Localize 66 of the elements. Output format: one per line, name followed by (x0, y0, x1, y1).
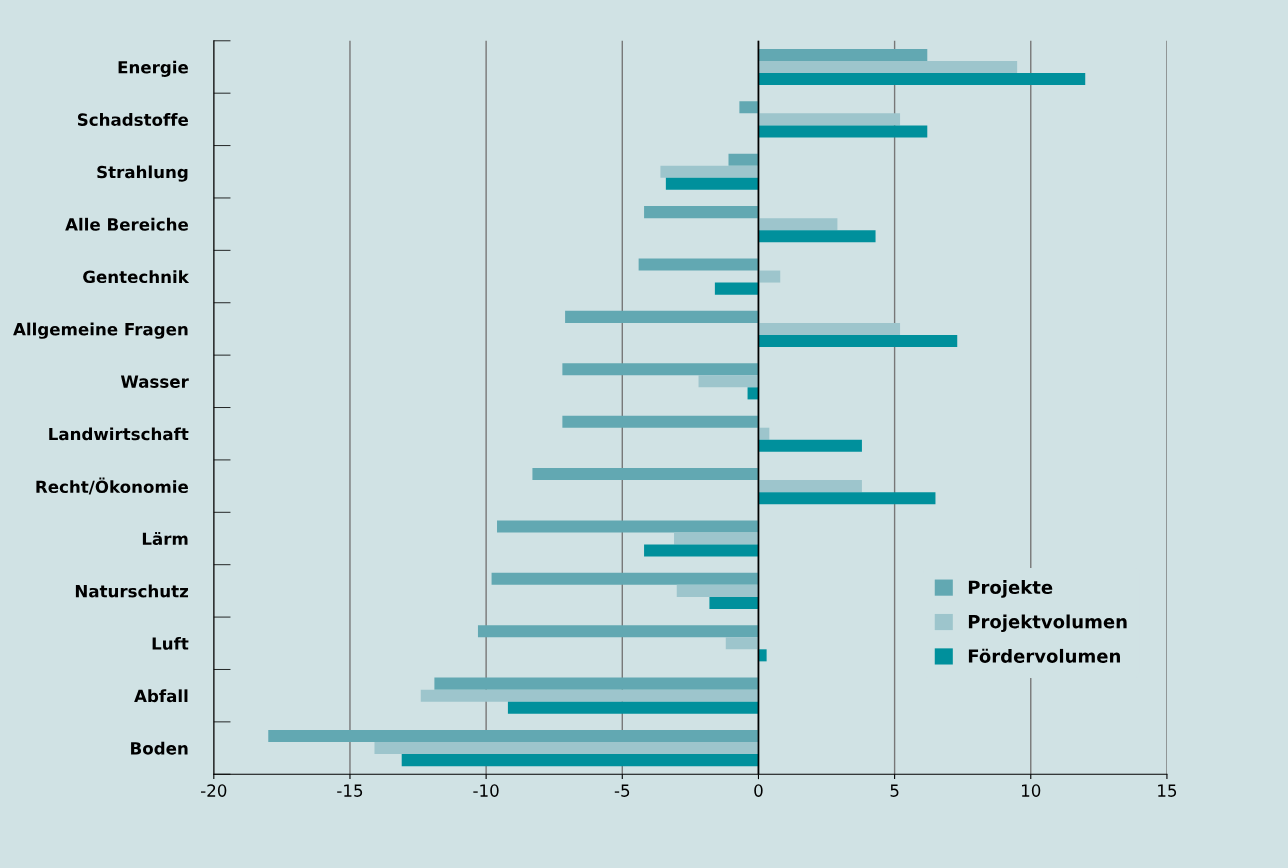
bar (758, 218, 838, 231)
bar (507, 701, 759, 714)
y-tick-label: Landwirtschaft (49, 427, 189, 441)
bar (698, 375, 759, 388)
y-tick-label: Strahlung (97, 165, 188, 182)
x-tick-label: -15 (337, 784, 363, 797)
bar (562, 415, 759, 428)
y-tick-label: Lärm (142, 531, 188, 546)
bar (491, 572, 759, 585)
bar (758, 427, 770, 440)
bar (268, 729, 759, 743)
bar (758, 439, 862, 452)
y-tick-label: Energie (118, 60, 188, 77)
y-tick-label: Recht/Ökonomie (36, 477, 188, 495)
bar (758, 322, 901, 335)
bar (374, 742, 759, 755)
y-tick-label: Luft (152, 636, 189, 650)
x-tick-label: -5 (614, 784, 630, 797)
bar (758, 480, 862, 493)
bar (758, 334, 958, 348)
legend-label: Projekte (968, 580, 1053, 598)
legend-label: Fördervolumen (968, 648, 1120, 663)
bar (638, 258, 759, 271)
bar (674, 532, 759, 545)
bar (497, 520, 759, 533)
bar (758, 113, 901, 126)
bar (758, 230, 876, 243)
bar (644, 544, 759, 557)
bar (660, 165, 759, 178)
y-tick-label: Gentechnik (83, 270, 190, 284)
bar (676, 584, 759, 597)
y-tick-label: Allgemeine Fragen (13, 322, 188, 339)
bar (477, 625, 759, 638)
y-tick-label: Schadstoffe (77, 113, 189, 126)
y-tick-label: Wasser (120, 375, 189, 388)
bar (758, 492, 936, 505)
x-tick-label: -10 (473, 784, 499, 797)
bar (565, 310, 759, 323)
bar (758, 73, 1086, 86)
bar (758, 60, 1018, 74)
bar (401, 754, 759, 767)
bar (532, 468, 759, 481)
x-tick-label: -20 (201, 784, 227, 797)
x-tick-label: 5 (890, 784, 899, 797)
bar (747, 387, 759, 400)
bar (758, 48, 928, 61)
y-tick-label: Abfall (134, 689, 188, 703)
bar (758, 270, 781, 283)
bar (728, 153, 759, 166)
bar (714, 282, 759, 295)
y-tick-label: Alle Bereiche (65, 217, 188, 231)
legend-label: Projektvolumen (968, 614, 1127, 633)
y-tick-label: Boden (131, 741, 188, 755)
x-tick-label: 0 (754, 784, 763, 797)
bar (739, 101, 759, 114)
bar (434, 677, 759, 690)
y-tick-label: Naturschutz (75, 584, 189, 598)
bar (665, 177, 759, 190)
bar (420, 689, 759, 702)
bar (644, 206, 759, 219)
x-tick-label: 15 (1158, 784, 1177, 797)
x-tick-label: 10 (1021, 784, 1041, 797)
bar (562, 363, 759, 376)
bar (709, 596, 759, 609)
bar (725, 637, 759, 650)
bar (758, 125, 928, 138)
